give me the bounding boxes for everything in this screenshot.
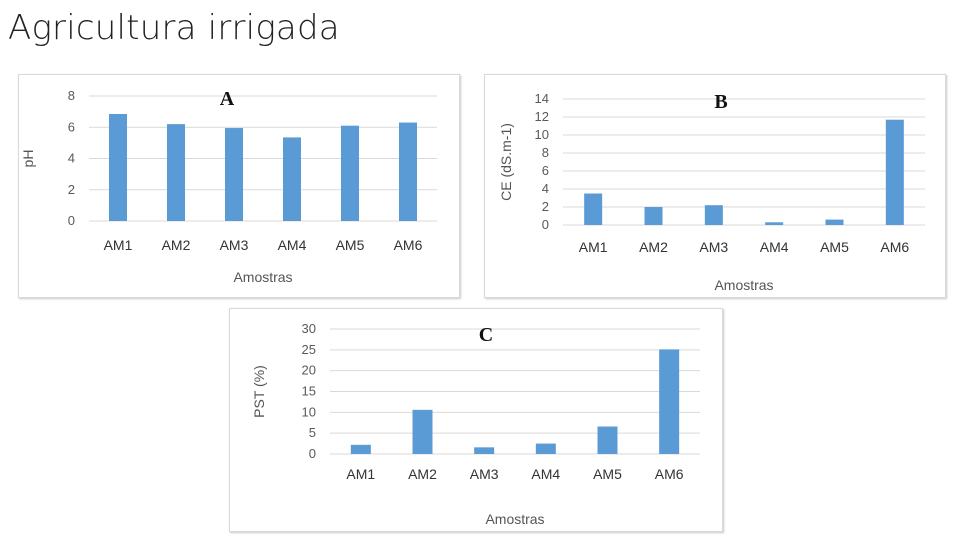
x-category-label-b: AM5 — [820, 239, 849, 255]
x-category-label-a: AM3 — [220, 237, 249, 253]
y-tick-label-c: 20 — [302, 363, 316, 378]
x-category-label-c: AM4 — [531, 466, 560, 482]
chart-c-svg: 0 5 10 15 20 25 30 AM1 AM2 AM3 AM4 AM5 AM6 Amostras PS… — [251, 321, 700, 527]
panel-letter-b: B — [714, 91, 727, 113]
bar-b-am3 — [704, 205, 723, 225]
bar-a-am5 — [341, 125, 359, 221]
x-category-label-a: AM2 — [162, 237, 191, 253]
y-tick-label-b: 8 — [542, 145, 549, 160]
y-tick-label-a: 4 — [68, 151, 75, 166]
x-axis-label-c: Amostras — [485, 511, 544, 527]
x-category-label-c: AM1 — [346, 466, 375, 482]
chart-panel-c: 0 5 10 15 20 25 30 AM1 AM2 AM3 AM4 AM5 AM6 Amostras PS… — [229, 308, 723, 532]
y-axis-label-b: CE (dS.m-1) — [498, 123, 514, 201]
x-category-label-a: AM5 — [336, 237, 365, 253]
bar-c-am5 — [597, 426, 618, 454]
x-axis-label-b: Amostras — [714, 277, 773, 293]
x-category-label-c: AM6 — [655, 466, 684, 482]
x-category-label-c: AM2 — [408, 466, 437, 482]
bar-c-am1 — [350, 444, 371, 454]
bar-c-am3 — [474, 447, 495, 454]
y-tick-label-b: 4 — [542, 181, 549, 196]
y-tick-label-c: 0 — [309, 446, 316, 461]
x-category-label-c: AM5 — [593, 466, 622, 482]
bar-b-am6 — [885, 119, 904, 225]
y-tick-label-b: 12 — [535, 109, 549, 124]
y-tick-label-c: 25 — [302, 342, 316, 357]
bar-b-am5 — [825, 219, 844, 225]
x-category-label-a: AM1 — [104, 237, 133, 253]
chart-a-svg: 0 2 4 6 8 AM1 AM2 AM3 AM4 AM5 AM6 Amostras pH A — [20, 88, 437, 285]
bar-a-am2 — [167, 124, 185, 221]
y-tick-label-a: 8 — [68, 88, 75, 103]
x-category-label-c: AM3 — [470, 466, 499, 482]
y-tick-label-b: 0 — [542, 217, 549, 232]
panel-letter-c: C — [479, 324, 493, 346]
y-tick-label-c: 10 — [302, 404, 316, 419]
y-tick-label-c: 15 — [302, 384, 316, 399]
x-category-label-b: AM4 — [760, 239, 789, 255]
bar-b-am4 — [765, 222, 784, 225]
x-category-label-b: AM6 — [880, 239, 909, 255]
x-category-label-a: AM6 — [394, 237, 423, 253]
bar-a-am4 — [283, 137, 301, 221]
chart-panel-a: 0 2 4 6 8 AM1 AM2 AM3 AM4 AM5 AM6 Amostras pH A — [18, 74, 460, 298]
y-tick-label-b: 2 — [542, 199, 549, 214]
x-category-label-a: AM4 — [278, 237, 307, 253]
y-tick-label-a: 2 — [68, 182, 75, 197]
y-tick-label-a: 0 — [68, 213, 75, 228]
y-tick-label-a: 6 — [68, 119, 75, 134]
bar-b-am2 — [644, 207, 663, 225]
y-tick-label-b: 10 — [535, 127, 549, 142]
y-tick-label-c: 5 — [309, 425, 316, 440]
y-axis-label-a: pH — [20, 150, 36, 168]
x-category-label-b: AM1 — [579, 239, 608, 255]
panel-letter-a: A — [220, 88, 235, 110]
bar-c-am2 — [412, 409, 433, 454]
page-title: Agricultura irrigada — [8, 8, 340, 48]
x-category-label-b: AM3 — [699, 239, 728, 255]
x-axis-label-a: Amostras — [233, 269, 292, 285]
y-tick-label-b: 14 — [535, 91, 549, 106]
chart-panel-b: 0 2 4 6 8 10 12 14 AM1 AM2 AM3 AM4 AM5 AM6 Amostras CE … — [484, 74, 946, 298]
bar-c-am6 — [659, 349, 680, 454]
y-axis-label-c: PST (%) — [251, 365, 267, 418]
bar-a-am3 — [225, 128, 243, 221]
bar-a-am1 — [109, 113, 127, 221]
bar-b-am1 — [584, 193, 603, 225]
y-tick-label-b: 6 — [542, 163, 549, 178]
bar-a-am6 — [399, 122, 417, 221]
chart-b-svg: 0 2 4 6 8 10 12 14 AM1 AM2 AM3 AM4 AM5 AM6 Amostras CE … — [498, 91, 925, 293]
bar-c-am4 — [535, 443, 556, 454]
y-tick-label-c: 30 — [302, 321, 316, 336]
x-category-label-b: AM2 — [639, 239, 668, 255]
